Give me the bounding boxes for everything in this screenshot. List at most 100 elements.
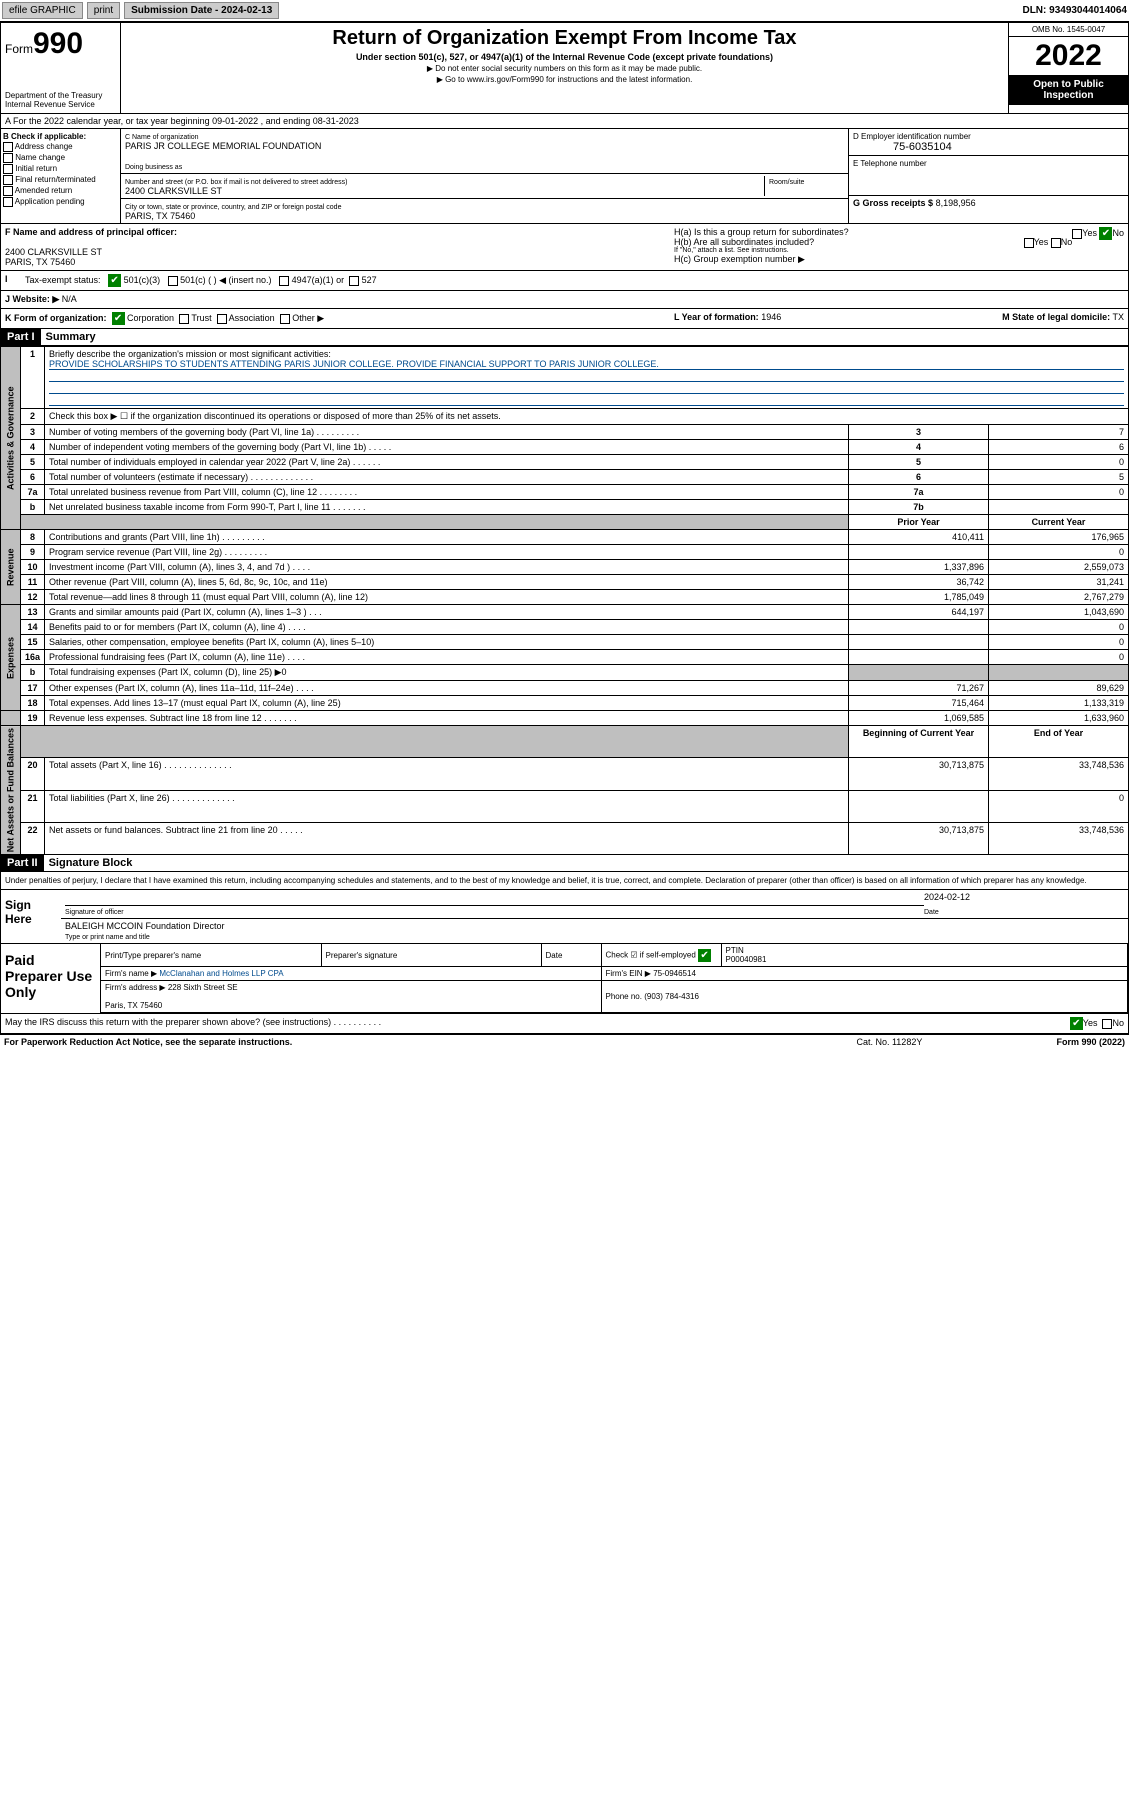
line5-val: 0 — [989, 455, 1129, 470]
org-city: PARIS, TX 75460 — [125, 211, 195, 221]
line3-desc: Number of voting members of the governin… — [45, 425, 849, 440]
chk-pending[interactable]: Application pending — [3, 197, 118, 207]
print-button[interactable]: print — [87, 2, 120, 19]
line15-curr: 0 — [989, 635, 1129, 650]
line18-desc: Total expenses. Add lines 13–17 (must eq… — [45, 696, 849, 711]
chk-assoc[interactable] — [217, 314, 227, 324]
cat-no: Cat. No. 11282Y — [856, 1037, 1056, 1047]
chk-initial[interactable]: Initial return — [3, 164, 118, 174]
chk-501c[interactable] — [168, 276, 178, 286]
g-label: G Gross receipts $ — [853, 198, 933, 208]
side-net: Net Assets or Fund Balances — [1, 726, 21, 855]
dln: DLN: 93493044014064 — [1022, 5, 1127, 16]
part2-header: Part II — [1, 855, 44, 871]
pd-label: Date — [541, 944, 601, 967]
firm-label: Firm's name ▶ — [105, 969, 157, 978]
chk-4947[interactable] — [279, 276, 289, 286]
pt-label: Print/Type preparer's name — [101, 944, 321, 967]
end-year-hdr: End of Year — [989, 726, 1129, 758]
faddr-label: Firm's address ▶ — [105, 983, 166, 992]
paid-preparer-label: Paid Preparer Use Only — [1, 944, 101, 1013]
line13-prior: 644,197 — [849, 605, 989, 620]
part1-title: Summary — [46, 331, 96, 343]
room-label: Room/suite — [769, 179, 804, 186]
officer-addr: 2400 CLARKSVILLE ST PARIS, TX 75460 — [5, 247, 102, 267]
line20-beg: 30,713,875 — [849, 758, 989, 790]
line4-desc: Number of independent voting members of … — [45, 440, 849, 455]
line17-curr: 89,629 — [989, 681, 1129, 696]
discuss-label: May the IRS discuss this return with the… — [5, 1017, 1070, 1030]
line-1-num: 1 — [21, 347, 45, 409]
check-self[interactable]: Check ☑ if self-employed ✔ — [601, 944, 721, 967]
ptin-label: PTIN — [726, 946, 744, 955]
chk-address[interactable]: Address change — [3, 142, 118, 152]
discuss-yes[interactable]: ✔ — [1070, 1017, 1083, 1030]
year-formed: 1946 — [761, 312, 781, 322]
part2-title: Signature Block — [49, 857, 133, 869]
ha-label: H(a) Is this a group return for subordin… — [674, 227, 1124, 237]
declaration: Under penalties of perjury, I declare th… — [1, 872, 1128, 889]
dba-label: Doing business as — [125, 164, 182, 171]
line11-prior: 36,742 — [849, 575, 989, 590]
date-label: Date — [924, 909, 939, 916]
line3-val: 7 — [989, 425, 1129, 440]
line7b-val — [989, 500, 1129, 515]
efile-button[interactable]: efile GRAPHIC — [2, 2, 83, 19]
chk-trust[interactable] — [179, 314, 189, 324]
side-expenses: Expenses — [1, 605, 21, 711]
line7a-val: 0 — [989, 485, 1129, 500]
submission-date: Submission Date - 2024-02-13 — [124, 2, 279, 19]
officer-name: BALEIGH MCCOIN Foundation Director — [65, 921, 1124, 931]
side-governance: Activities & Governance — [1, 347, 21, 530]
chk-527[interactable] — [349, 276, 359, 286]
line10-curr: 2,559,073 — [989, 560, 1129, 575]
line11-curr: 31,241 — [989, 575, 1129, 590]
chk-other[interactable] — [280, 314, 290, 324]
line18-prior: 715,464 — [849, 696, 989, 711]
chk-501c3[interactable]: ✔ — [108, 274, 121, 287]
line12-curr: 2,767,279 — [989, 590, 1129, 605]
line12-prior: 1,785,049 — [849, 590, 989, 605]
hc-label: H(c) Group exemption number ▶ — [674, 254, 1124, 265]
chk-final[interactable]: Final return/terminated — [3, 175, 118, 185]
addr-label: Number and street (or P.O. box if mail i… — [125, 179, 347, 186]
line17-desc: Other expenses (Part IX, column (A), lin… — [45, 681, 849, 696]
line16a-desc: Professional fundraising fees (Part IX, … — [45, 650, 849, 665]
line6-desc: Total number of volunteers (estimate if … — [45, 470, 849, 485]
firm-name[interactable]: McClanahan and Holmes LLP CPA — [159, 969, 283, 978]
line1-label: Briefly describe the organization's miss… — [49, 349, 331, 359]
line21-desc: Total liabilities (Part X, line 26) . . … — [45, 790, 849, 822]
website: N/A — [62, 294, 77, 304]
chk-amended[interactable]: Amended return — [3, 186, 118, 196]
line8-desc: Contributions and grants (Part VIII, lin… — [45, 530, 849, 545]
line14-curr: 0 — [989, 620, 1129, 635]
line17-prior: 71,267 — [849, 681, 989, 696]
hb-label: H(b) Are all subordinates included? Yes … — [674, 237, 1124, 247]
gross-receipts: 8,198,956 — [936, 198, 976, 208]
chk-name[interactable]: Name change — [3, 153, 118, 163]
l-label: L Year of formation: — [674, 312, 759, 322]
mission-text: PROVIDE SCHOLARSHIPS TO STUDENTS ATTENDI… — [49, 359, 1124, 370]
line10-desc: Investment income (Part VIII, column (A)… — [45, 560, 849, 575]
org-address: 2400 CLARKSVILLE ST — [125, 186, 222, 196]
sig-date: 2024-02-12 — [924, 892, 1124, 906]
line14-desc: Benefits paid to or for members (Part IX… — [45, 620, 849, 635]
line20-desc: Total assets (Part X, line 16) . . . . .… — [45, 758, 849, 790]
ptin-val: P00040981 — [726, 955, 767, 964]
ps-label: Preparer's signature — [321, 944, 541, 967]
chk-corp[interactable]: ✔ — [112, 312, 125, 325]
discuss-no[interactable] — [1102, 1019, 1112, 1029]
form-subtitle: Under section 501(c), 527, or 4947(a)(1)… — [125, 52, 1004, 62]
j-label: J Website: ▶ — [5, 294, 59, 304]
beg-year-hdr: Beginning of Current Year — [849, 726, 989, 758]
city-label: City or town, state or province, country… — [125, 204, 341, 211]
col-b-header: B Check if applicable: — [3, 132, 118, 141]
line22-desc: Net assets or fund balances. Subtract li… — [45, 822, 849, 854]
c-label: C Name of organization — [125, 134, 199, 141]
f-label: F Name and address of principal officer: — [5, 227, 177, 237]
sig-officer-label: Signature of officer — [65, 909, 124, 916]
dept-label: Department of the Treasury Internal Reve… — [5, 91, 116, 109]
line4-val: 6 — [989, 440, 1129, 455]
line22-beg: 30,713,875 — [849, 822, 989, 854]
line16a-curr: 0 — [989, 650, 1129, 665]
